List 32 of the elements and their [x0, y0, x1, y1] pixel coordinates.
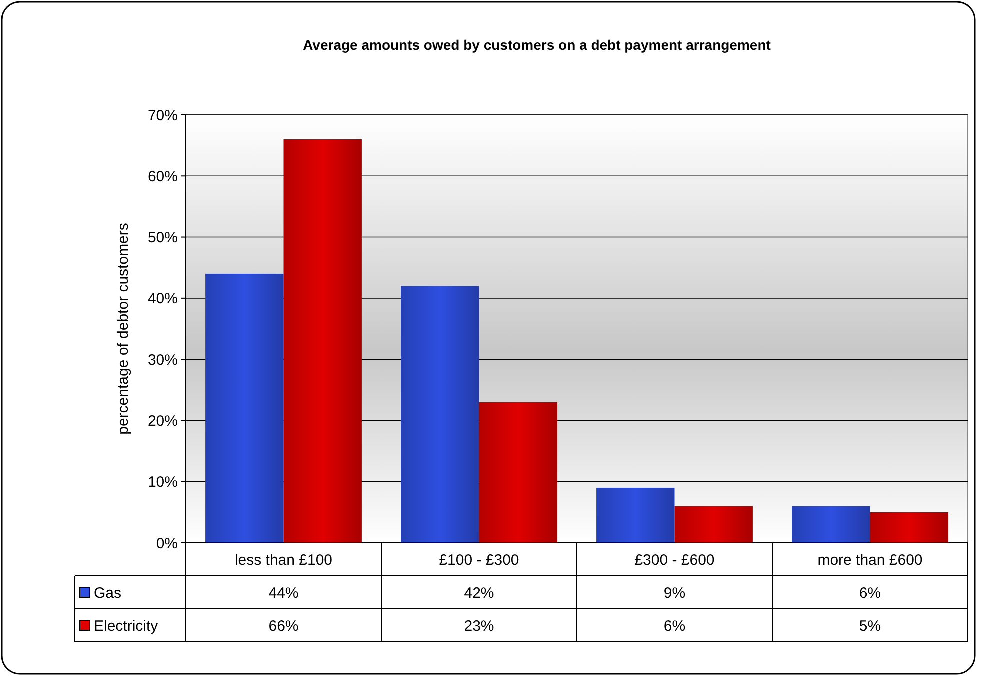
bar [206, 274, 284, 543]
data-label: 44% [268, 584, 299, 602]
x-tick-label: £300 - £600 [634, 552, 715, 569]
data-label: 6% [664, 618, 686, 635]
y-tick-label: 20% [148, 412, 178, 430]
legend-label: Electricity [94, 618, 159, 635]
bar [401, 286, 480, 543]
data-label: 66% [268, 618, 299, 635]
y-axis-title: percentage of debtor customers [115, 223, 132, 435]
bar [870, 512, 948, 543]
y-tick-label: 10% [148, 474, 178, 492]
y-tick-label: 50% [148, 230, 178, 247]
data-label: 42% [464, 584, 494, 602]
y-tick-label: 30% [148, 352, 178, 369]
data-label: 9% [664, 584, 686, 602]
bar [792, 506, 870, 543]
x-tick-label: more than £600 [818, 552, 923, 569]
y-tick-label: 60% [148, 168, 178, 186]
data-label: 6% [859, 584, 882, 602]
data-label: 23% [464, 618, 494, 635]
y-tick-label: 70% [148, 107, 178, 124]
legend-label: Gas [94, 584, 122, 602]
y-tick-label: 0% [156, 535, 178, 552]
bar [479, 402, 558, 543]
bar [674, 506, 753, 543]
bar [284, 139, 362, 543]
bar [596, 488, 675, 543]
data-label: 5% [859, 618, 882, 635]
x-tick-label: £100 - £300 [439, 552, 520, 569]
chart-title: Average amounts owed by customers on a debt payment arrangement [303, 37, 772, 53]
y-tick-label: 40% [148, 290, 178, 308]
x-tick-label: less than £100 [234, 552, 333, 569]
